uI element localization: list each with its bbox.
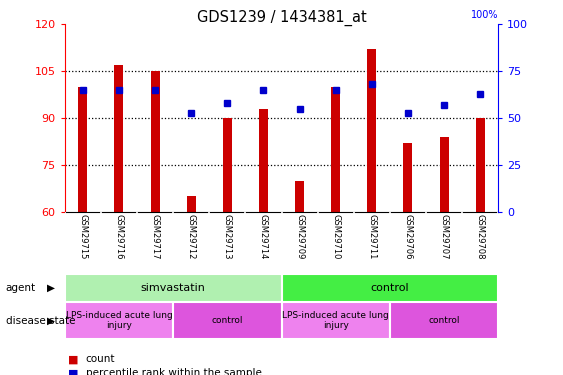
Text: GSM29713: GSM29713 <box>223 214 232 259</box>
Text: ▶: ▶ <box>47 316 55 326</box>
Text: ■: ■ <box>68 369 78 375</box>
Text: GSM29715: GSM29715 <box>78 214 87 259</box>
Text: GSM29717: GSM29717 <box>150 214 159 259</box>
Text: GSM29716: GSM29716 <box>114 214 123 259</box>
Text: agent: agent <box>6 283 36 293</box>
Text: GSM29710: GSM29710 <box>331 214 340 259</box>
Text: count: count <box>86 354 115 364</box>
Text: GSM29707: GSM29707 <box>440 214 449 259</box>
Bar <box>282 302 390 339</box>
Bar <box>331 87 340 212</box>
Bar <box>367 50 376 212</box>
Text: GSM29714: GSM29714 <box>259 214 268 259</box>
Text: GSM29712: GSM29712 <box>187 214 196 259</box>
Bar <box>295 181 304 212</box>
Bar <box>65 302 173 339</box>
Text: GSM29709: GSM29709 <box>295 214 304 259</box>
Bar <box>150 71 159 212</box>
Bar <box>173 302 282 339</box>
Text: GSM29706: GSM29706 <box>404 214 413 259</box>
Bar <box>440 137 449 212</box>
Bar <box>223 118 232 212</box>
Text: control: control <box>428 316 460 325</box>
Text: disease state: disease state <box>6 316 75 326</box>
Bar <box>187 196 196 212</box>
Text: ▶: ▶ <box>47 283 55 293</box>
Bar <box>259 109 268 212</box>
Bar <box>78 87 87 212</box>
Text: simvastatin: simvastatin <box>141 283 205 293</box>
Text: GSM29708: GSM29708 <box>476 214 485 259</box>
Text: percentile rank within the sample: percentile rank within the sample <box>86 369 261 375</box>
Bar <box>65 274 282 302</box>
Text: control: control <box>212 316 243 325</box>
Text: LPS-induced acute lung
injury: LPS-induced acute lung injury <box>65 311 172 330</box>
Text: GSM29711: GSM29711 <box>367 214 376 259</box>
Text: 100%: 100% <box>471 10 498 20</box>
Text: LPS-induced acute lung
injury: LPS-induced acute lung injury <box>282 311 389 330</box>
Text: control: control <box>370 283 409 293</box>
Bar <box>282 274 498 302</box>
Bar <box>476 118 485 212</box>
Bar <box>390 302 498 339</box>
Bar <box>404 143 413 212</box>
Text: GDS1239 / 1434381_at: GDS1239 / 1434381_at <box>196 9 367 26</box>
Text: ■: ■ <box>68 354 78 364</box>
Bar <box>114 65 123 212</box>
